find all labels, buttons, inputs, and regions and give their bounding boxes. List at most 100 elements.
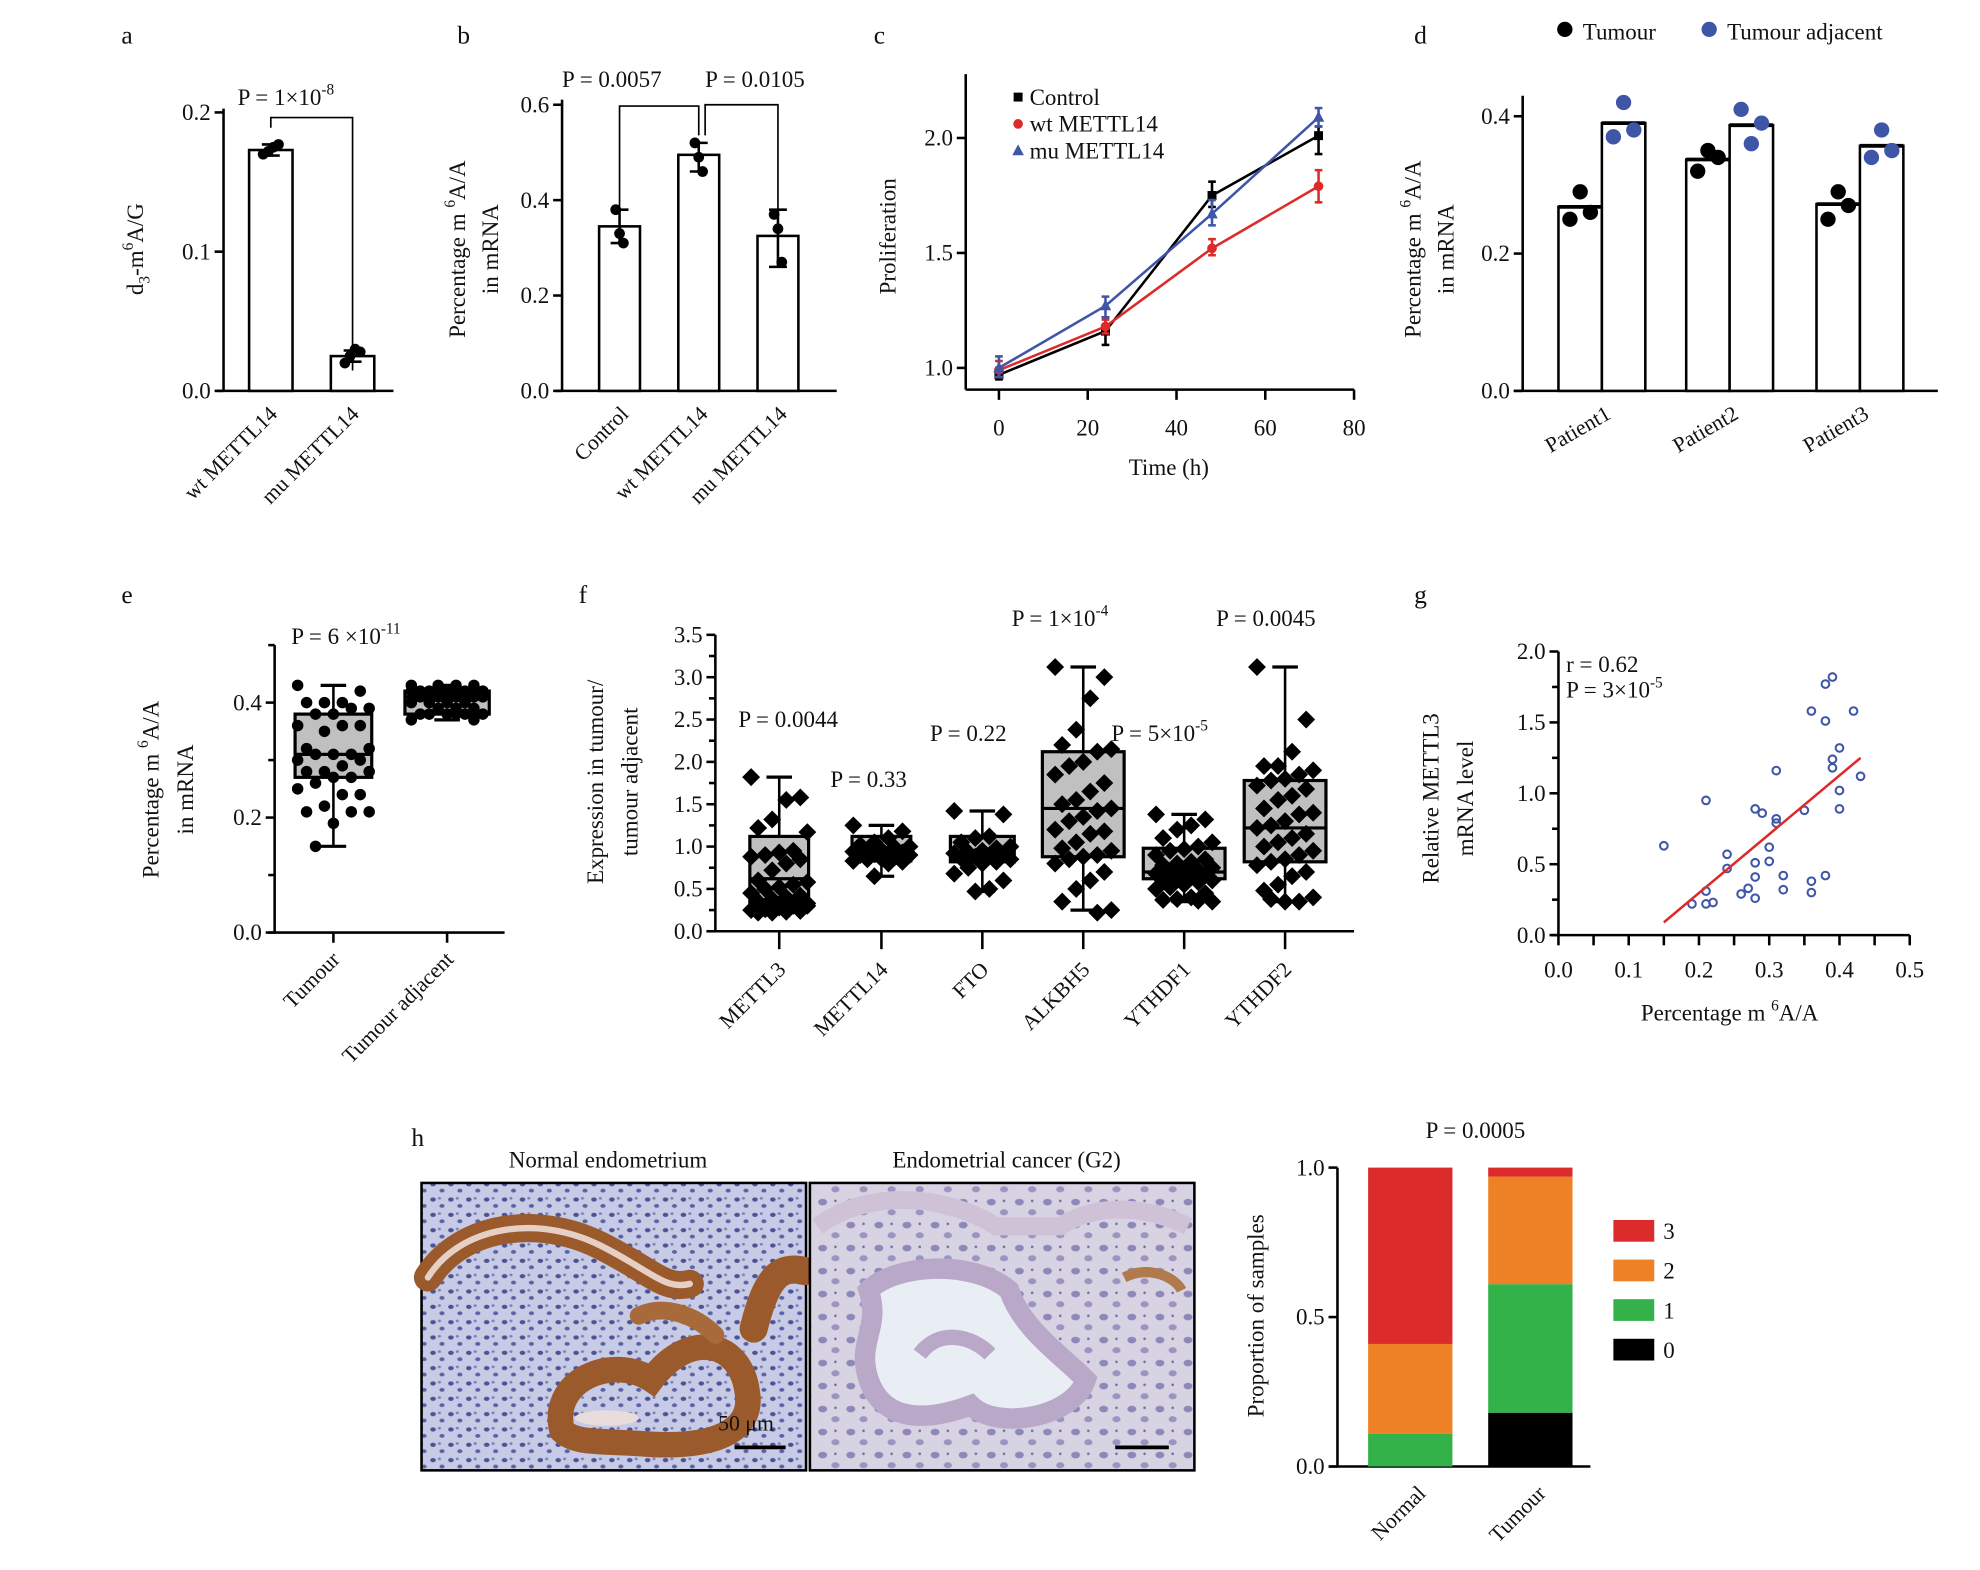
data-point (1736, 889, 1746, 899)
data-point (1053, 839, 1072, 858)
y-axis-label: Proliferation (875, 178, 900, 295)
y-tick-label: 0.0 (521, 379, 550, 404)
p-value-annotation: P = 0.0057 (562, 67, 662, 92)
data-point (432, 702, 444, 715)
panel-label-e: e (121, 580, 132, 609)
y-axis-label: Proportion of samples (1243, 1214, 1268, 1417)
data-point (327, 708, 340, 720)
data-point (791, 788, 810, 807)
text-part: P = 0.22 (930, 721, 1007, 746)
panel-h-histology: Normal endometrium Endometrial cancer (G… (413, 1148, 1196, 1472)
significance-bracket (704, 103, 779, 211)
data-point (1771, 813, 1782, 824)
legend-swatch (1613, 1219, 1655, 1242)
stain-spot (1121, 1267, 1187, 1294)
text-part: 6 (442, 200, 459, 208)
data-point (865, 867, 884, 886)
data-point (749, 818, 768, 837)
data-point (749, 903, 768, 922)
data-point (1806, 706, 1817, 716)
p-value-annotation: P = 0.0005 (1426, 1118, 1526, 1143)
bar (1600, 121, 1647, 393)
triangle-marker (1012, 144, 1024, 156)
legend-label: 3 (1663, 1219, 1674, 1244)
y-tick-label: 0.4 (521, 188, 550, 213)
x-tick-label: Patient3 (1799, 401, 1873, 457)
data-point (327, 771, 340, 784)
data-point (1095, 668, 1114, 687)
gland-shape (739, 1255, 819, 1343)
data-point (1764, 842, 1775, 853)
data-point (1175, 875, 1194, 894)
data-point (1255, 837, 1273, 856)
stacked-bar-segment (1488, 1176, 1573, 1285)
data-point (742, 847, 761, 866)
gland-lumen (424, 1225, 693, 1289)
x-tick-label: 40 (1165, 416, 1188, 441)
x-axis-label: Time (h) (1129, 455, 1209, 480)
data-point (459, 696, 471, 709)
data-point (693, 151, 705, 163)
text-part: 6 (135, 740, 152, 748)
data-point (1778, 870, 1789, 881)
data-point (1562, 211, 1578, 227)
data-point (459, 708, 471, 720)
p-value-annotation: P = 0.0045 (1216, 606, 1316, 631)
data-point (363, 806, 375, 818)
data-point (468, 714, 480, 726)
text-part: P = 3×10 (1566, 677, 1650, 702)
significance-bracket (269, 116, 354, 371)
panel-f-box-plot: 0.0 0.5 1.0 1.5 2.0 2.5 3.0 3.5 METTL3 P = 0.0044… (583, 603, 1355, 1041)
data-point (291, 783, 304, 795)
data-point (1710, 149, 1726, 166)
data-point (423, 708, 435, 720)
data-point (973, 854, 992, 873)
stacked-bar-segment (1488, 1284, 1573, 1413)
data-point (1658, 840, 1669, 851)
data-point (327, 817, 340, 830)
legend-label: 0 (1663, 1338, 1674, 1363)
x-tick-label: 0.3 (1755, 957, 1784, 982)
data-point (1304, 841, 1323, 860)
data-point (414, 691, 427, 703)
data-point (1834, 804, 1845, 814)
text-part: 6 (1771, 997, 1779, 1014)
y-tick-label: 0.2 (233, 805, 262, 830)
panel-label-g: g (1414, 580, 1427, 609)
text-part: -11 (381, 621, 401, 638)
data-point (345, 806, 358, 818)
data-point (318, 800, 331, 812)
data-point (1820, 679, 1831, 689)
data-point (345, 748, 358, 761)
data-point (468, 691, 480, 703)
p-value-annotation: P = 0.33 (830, 767, 907, 792)
data-point (1827, 754, 1838, 765)
y-tick-label: 0.0 (1296, 1454, 1325, 1479)
y-tick-label: 1.0 (924, 356, 953, 381)
data-point (1820, 716, 1831, 726)
data-point (1848, 706, 1859, 716)
data-point (354, 346, 366, 358)
data-point (980, 879, 999, 898)
data-point (336, 719, 349, 732)
panel-labels: a b c d e f g h (121, 20, 1427, 1151)
data-point (441, 708, 453, 720)
tumour-epithelium (812, 1191, 1192, 1236)
data-point (1074, 752, 1093, 771)
data-point (1820, 211, 1836, 227)
data-point (468, 702, 480, 715)
legend-label: mu METTL14 (1030, 138, 1165, 163)
y-tick-label: 0.0 (182, 379, 211, 404)
x-tick-label: 60 (1254, 416, 1277, 441)
data-point (1203, 858, 1222, 877)
data-point (1189, 837, 1208, 856)
bar (597, 225, 642, 393)
data-point (1830, 184, 1846, 200)
data-point (1290, 846, 1309, 864)
data-point (1276, 850, 1295, 869)
data-point (1088, 846, 1107, 864)
x-tick-label: Control (569, 402, 633, 466)
data-point (742, 768, 761, 787)
stacked-bar-segment (1488, 1412, 1573, 1467)
y-axis-label-line2: in mRNA (173, 744, 198, 834)
